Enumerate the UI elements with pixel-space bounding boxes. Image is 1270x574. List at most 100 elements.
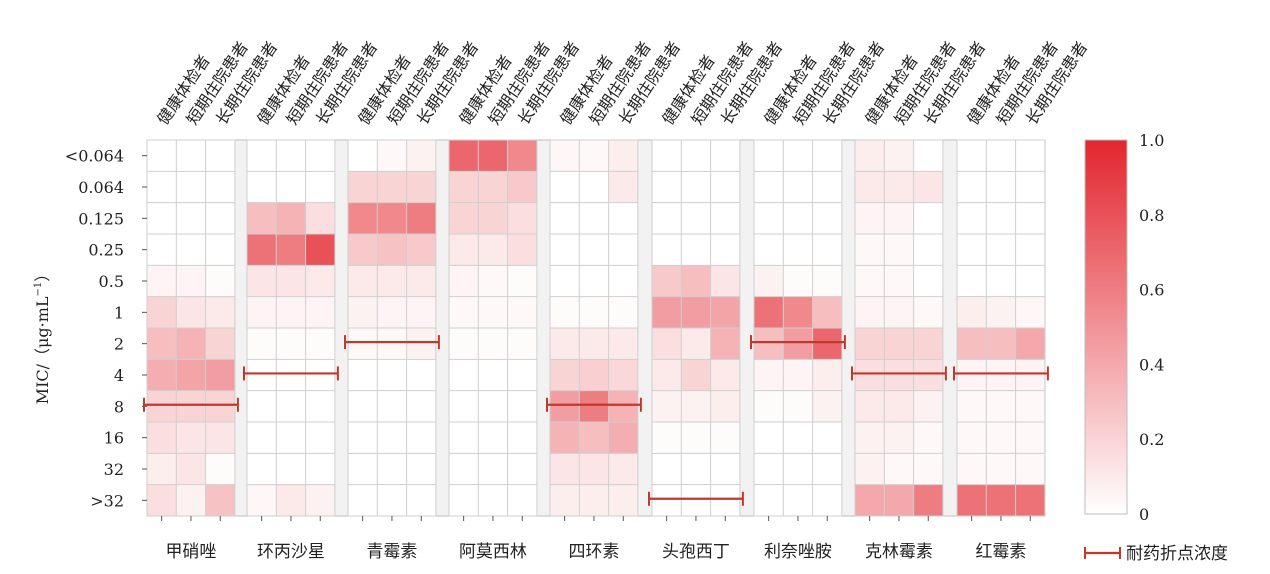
heatmap-cell: 克林霉素 长期住院患者 0.064: 0.12: [913, 171, 943, 203]
heatmap-cell: 头孢西丁 短期住院患者 0.5: 0.3: [681, 265, 711, 297]
y-tick-label: 0.125: [78, 209, 124, 228]
y-tick-label: 0.5: [99, 272, 124, 291]
heatmap-cell: 青霉素 短期住院患者 8: 0: [377, 390, 407, 422]
heatmap-cell: 青霉素 健康体检者 0.25: 0.25: [348, 234, 378, 266]
heatmap-cell: 克林霉素 健康体检者 0.125: 0.05: [855, 202, 885, 234]
heatmap-cell: 利奈唑胺 长期住院患者 4: 0.08: [812, 359, 842, 391]
heatmap-cell: 环丙沙星 健康体检者 0.5: 0.12: [247, 265, 277, 297]
heatmap-cell: 克林霉素 长期住院患者 <0.064: 0: [913, 140, 943, 172]
heatmap-cell: 克林霉素 长期住院患者 >32: 0.6: [913, 484, 943, 516]
heatmap-cell: 环丙沙星 短期住院患者 0.064: 0: [276, 171, 306, 203]
heatmap-cell: 四环素 长期住院患者 >32: 0.08: [608, 484, 638, 516]
heatmap-cell: 四环素 健康体检者 4: 0.2: [550, 359, 580, 391]
heatmap-cell: 利奈唑胺 健康体检者 1: 0.65: [754, 296, 784, 328]
heatmap-cell: 青霉素 健康体检者 1: 0.06: [348, 296, 378, 328]
heatmap-cell: 克林霉素 短期住院患者 0.5: 0.03: [884, 265, 914, 297]
heatmap-cell: 阿莫西林 健康体检者 0.125: 0.2: [449, 202, 479, 234]
heatmap-cell: 四环素 健康体检者 8: 0.45: [550, 390, 580, 422]
heatmap-cell: 红霉素 短期住院患者 0.25: 0: [986, 234, 1016, 266]
heatmap-cell: 甲硝唑 短期住院患者 0.064: 0: [176, 171, 206, 203]
heatmap-cell: 环丙沙星 短期住院患者 0.25: 0.6: [276, 234, 306, 266]
heatmap-cell: 四环素 短期住院患者 0.25: 0: [579, 234, 609, 266]
drug-label: 阿莫西林: [459, 542, 527, 562]
y-tick-label: 16: [104, 429, 124, 448]
heatmap-cell: 红霉素 长期住院患者 >32: 0.65: [1015, 484, 1045, 516]
heatmap-cell: 头孢西丁 短期住院患者 0.125: 0: [681, 202, 711, 234]
heatmap-cell: 青霉素 长期住院患者 <0.064: 0.06: [406, 140, 436, 172]
heatmap-cell: 环丙沙星 长期住院患者 16: 0: [305, 422, 335, 454]
heatmap-cell: 利奈唑胺 长期住院患者 16: 0: [812, 422, 842, 454]
heatmap-cell: 克林霉素 短期住院患者 32: 0.03: [884, 453, 914, 485]
heatmap-cell: 四环素 长期住院患者 0.5: 0: [608, 265, 638, 297]
heatmap-cell: 甲硝唑 长期住院患者 1: 0.1: [205, 296, 235, 328]
heatmap-cell: 头孢西丁 短期住院患者 >32: 0: [681, 484, 711, 516]
heatmap-cell: 四环素 长期住院患者 <0.064: 0.08: [608, 140, 638, 172]
heatmap-cell: 四环素 长期住院患者 0.125: 0: [608, 202, 638, 234]
heatmap-cell: 红霉素 短期住院患者 >32: 0.65: [986, 484, 1016, 516]
heatmap-cell: 阿莫西林 短期住院患者 >32: 0: [478, 484, 508, 516]
heatmap-cell: 环丙沙星 短期住院患者 <0.064: 0: [276, 140, 306, 172]
drug-label: 青霉素: [366, 542, 417, 562]
heatmap-cell: 环丙沙星 长期住院患者 >32: 0.06: [305, 484, 335, 516]
heatmap-cell: 青霉素 短期住院患者 4: 0: [377, 359, 407, 391]
y-tick-label: 0.064: [78, 178, 124, 197]
heatmap-cell: 红霉素 健康体检者 0.125: 0: [957, 202, 987, 234]
heatmap-cell: 阿莫西林 健康体检者 4: 0: [449, 359, 479, 391]
heatmap-cell: 头孢西丁 短期住院患者 2: 0.1: [681, 328, 711, 360]
heatmap-cell: 阿莫西林 短期住院患者 0.25: 0.1: [478, 234, 508, 266]
heatmap-cell: 头孢西丁 长期住院患者 32: 0: [710, 453, 740, 485]
colorbar: 0 0.2 0.4 0.6 0.8 1.0: [1084, 131, 1164, 524]
heatmap-cell: 甲硝唑 长期住院患者 4: 0.45: [205, 359, 235, 391]
heatmap-cell: 环丙沙星 健康体检者 >32: 0.04: [247, 484, 277, 516]
heatmap-cell: 四环素 短期住院患者 >32: 0.08: [579, 484, 609, 516]
heatmap-cell: 环丙沙星 健康体检者 1: 0.05: [247, 296, 277, 328]
heatmap-cell: 环丙沙星 长期住院患者 2: 0.02: [305, 328, 335, 360]
heatmap-cell: 环丙沙星 健康体检者 2: 0.02: [247, 328, 277, 360]
y-tick-label: 32: [104, 460, 124, 479]
heatmap-cell: 红霉素 短期住院患者 2: 0.3: [986, 328, 1016, 360]
heatmap-cell: 头孢西丁 长期住院患者 1: 0.42: [710, 296, 740, 328]
heatmap-cell: 阿莫西林 短期住院患者 0.5: 0.03: [478, 265, 508, 297]
heatmap-cell: 阿莫西林 长期住院患者 0.064: 0.25: [507, 171, 537, 203]
heatmap-cell: 环丙沙星 短期住院患者 32: 0: [276, 453, 306, 485]
heatmap-cell: 四环素 长期住院患者 32: 0.1: [608, 453, 638, 485]
heatmap-cell: 甲硝唑 健康体检者 >32: 0.15: [147, 484, 177, 516]
heatmap-cell: 阿莫西林 短期住院患者 8: 0: [478, 390, 508, 422]
heatmap-cell: 阿莫西林 健康体检者 >32: 0: [449, 484, 479, 516]
heatmap-cell: 四环素 长期住院患者 0.064: 0.1: [608, 171, 638, 203]
heatmap-cell: 利奈唑胺 健康体检者 2: 0.3: [754, 328, 784, 360]
heatmap-cell: 红霉素 健康体检者 8: 0.03: [957, 390, 987, 422]
drug-label: 利奈唑胺: [764, 542, 832, 562]
y-axis-label-text: MIC/（μg·mL−1）: [33, 266, 52, 405]
heatmap-grid: [142, 139, 1046, 521]
heatmap-cell: 红霉素 短期住院患者 16: 0.03: [986, 422, 1016, 454]
heatmap-cell: 利奈唑胺 短期住院患者 0.064: 0: [783, 171, 813, 203]
heatmap-cell: 四环素 短期住院患者 4: 0.22: [579, 359, 609, 391]
heatmap-cell: 红霉素 长期住院患者 0.5: 0: [1015, 265, 1045, 297]
heatmap-cell: 四环素 长期住院患者 1: 0.02: [608, 296, 638, 328]
heatmap-cell: 环丙沙星 长期住院患者 0.25: 0.8: [305, 234, 335, 266]
heatmap-cell: 四环素 健康体检者 0.5: 0: [550, 265, 580, 297]
heatmap-cell: 克林霉素 短期住院患者 8: 0.1: [884, 390, 914, 422]
heatmap-cell: 环丙沙星 长期住院患者 <0.064: 0: [305, 140, 335, 172]
heatmap-cell: 阿莫西林 短期住院患者 0.125: 0.2: [478, 202, 508, 234]
heatmap-cell: 甲硝唑 短期住院患者 0.125: 0: [176, 202, 206, 234]
heatmap-cell: 四环素 长期住院患者 2: 0.1: [608, 328, 638, 360]
heatmap-cell: 环丙沙星 长期住院患者 8: 0: [305, 390, 335, 422]
heatmap-cell: 环丙沙星 长期住院患者 1: 0.05: [305, 296, 335, 328]
heatmap-cell: 头孢西丁 短期住院患者 0.25: 0: [681, 234, 711, 266]
heatmap-cell: 四环素 长期住院患者 4: 0.18: [608, 359, 638, 391]
heatmap-cell: 克林霉素 健康体检者 32: 0.06: [855, 453, 885, 485]
heatmap-cell: 克林霉素 短期住院患者 >32: 0.4: [884, 484, 914, 516]
heatmap-cell: 头孢西丁 短期住院患者 16: 0.02: [681, 422, 711, 454]
colorbar-tick-label: 0: [1139, 505, 1149, 524]
heatmap-cell: 甲硝唑 健康体检者 2: 0.3: [147, 328, 177, 360]
heatmap-cell: 红霉素 长期住院患者 0.064: 0: [1015, 171, 1045, 203]
heatmap-cell: 青霉素 健康体检者 >32: 0: [348, 484, 378, 516]
heatmap-cell: 红霉素 短期住院患者 4: 0.05: [986, 359, 1016, 391]
heatmap-cell: 四环素 长期住院患者 0.25: 0: [608, 234, 638, 266]
heatmap-cell: 青霉素 健康体检者 0.125: 0.55: [348, 202, 378, 234]
heatmap-cell: 四环素 健康体检者 >32: 0.08: [550, 484, 580, 516]
heatmap-cell: 红霉素 长期住院患者 <0.064: 0: [1015, 140, 1045, 172]
heatmap-cell: 克林霉素 短期住院患者 0.25: 0.03: [884, 234, 914, 266]
